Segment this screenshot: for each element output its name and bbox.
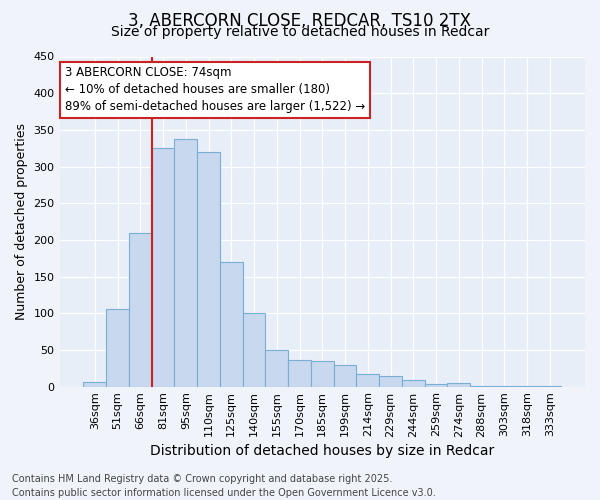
Bar bbox=[83, 382, 106, 386]
X-axis label: Distribution of detached houses by size in Redcar: Distribution of detached houses by size … bbox=[150, 444, 494, 458]
Bar bbox=[311, 361, 334, 386]
Text: 3, ABERCORN CLOSE, REDCAR, TS10 2TX: 3, ABERCORN CLOSE, REDCAR, TS10 2TX bbox=[128, 12, 472, 30]
Text: 3 ABERCORN CLOSE: 74sqm
← 10% of detached houses are smaller (180)
89% of semi-d: 3 ABERCORN CLOSE: 74sqm ← 10% of detache… bbox=[65, 66, 365, 114]
Bar bbox=[129, 232, 152, 386]
Bar bbox=[288, 360, 311, 386]
Bar bbox=[425, 384, 448, 386]
Bar bbox=[448, 383, 470, 386]
Y-axis label: Number of detached properties: Number of detached properties bbox=[15, 123, 28, 320]
Bar bbox=[152, 148, 175, 386]
Bar bbox=[197, 152, 220, 386]
Bar bbox=[242, 313, 265, 386]
Bar bbox=[334, 364, 356, 386]
Bar bbox=[265, 350, 288, 387]
Bar bbox=[379, 376, 402, 386]
Bar bbox=[175, 138, 197, 386]
Text: Contains HM Land Registry data © Crown copyright and database right 2025.
Contai: Contains HM Land Registry data © Crown c… bbox=[12, 474, 436, 498]
Bar bbox=[402, 380, 425, 386]
Bar bbox=[356, 374, 379, 386]
Bar bbox=[106, 309, 129, 386]
Bar bbox=[220, 262, 242, 386]
Text: Size of property relative to detached houses in Redcar: Size of property relative to detached ho… bbox=[111, 25, 489, 39]
